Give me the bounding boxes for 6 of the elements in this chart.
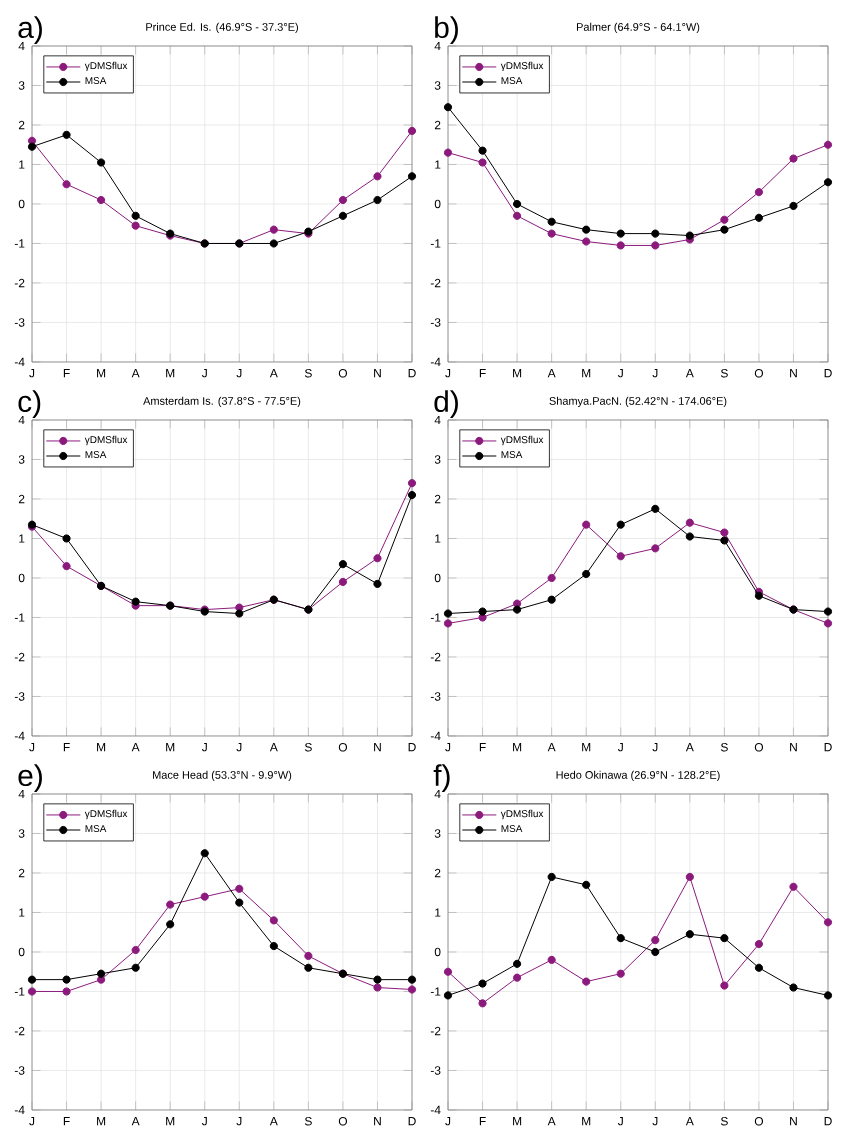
text: e) xyxy=(18,764,42,793)
text: f) xyxy=(433,764,450,793)
text: b) xyxy=(435,16,458,45)
text: d) xyxy=(434,390,458,419)
text: c) xyxy=(18,390,41,419)
text: a) xyxy=(18,16,42,45)
